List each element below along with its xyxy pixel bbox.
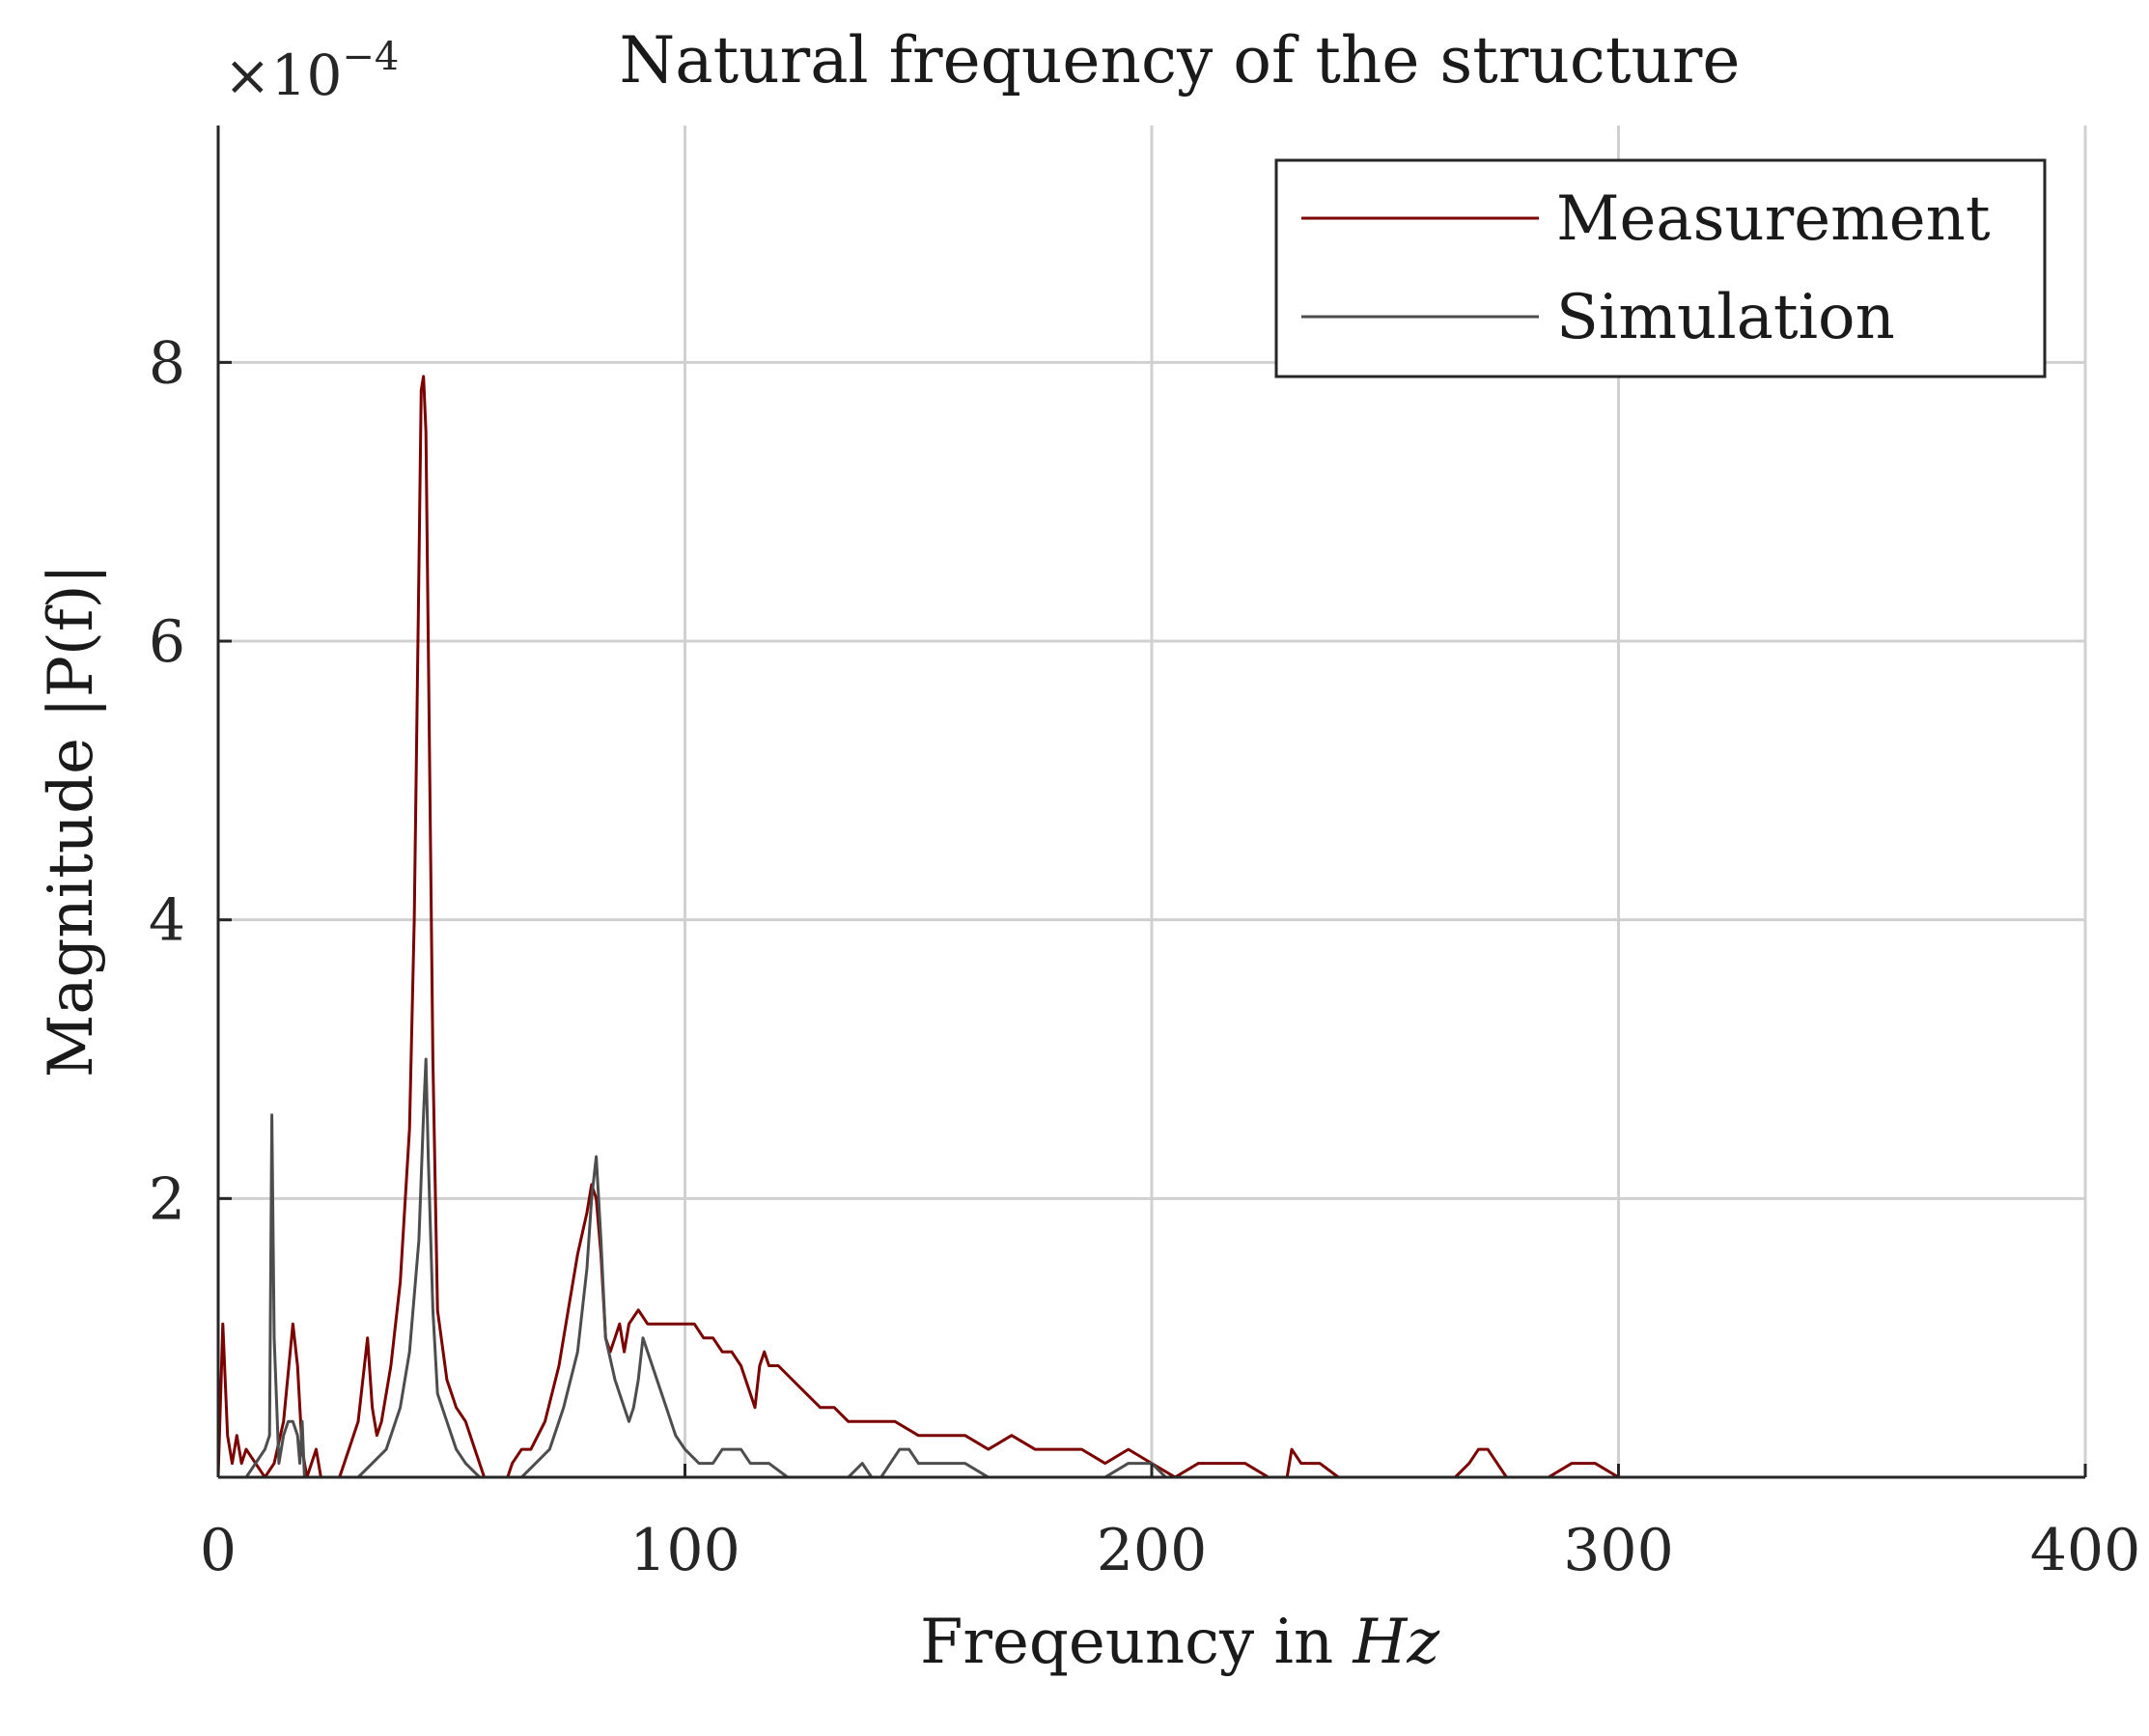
x-tick-label: 300 (1563, 1517, 1674, 1584)
x-ticks: 0 100 200 300 400 (200, 1464, 2140, 1584)
legend: Measurement Simulation (1274, 158, 2047, 378)
y-tick-label: 4 (149, 887, 185, 955)
x-tick-label: 0 (200, 1517, 237, 1584)
chart-title: Natural frequency of the structure (620, 23, 1741, 98)
series-line-measurement (216, 375, 1829, 1479)
legend-box (1274, 158, 2047, 378)
y-tick-label: 6 (149, 608, 185, 676)
series-layer (216, 375, 1829, 1479)
y-tick-label: 8 (149, 329, 185, 397)
y-axis-label: Magnitude |P(f)| (36, 564, 107, 1078)
legend-label-measurement: Measurement (1556, 183, 1991, 255)
y-tick-label: 2 (149, 1165, 185, 1233)
x-tick-label: 400 (2030, 1517, 2141, 1584)
legend-label-simulation: Simulation (1556, 282, 1895, 353)
y-ticks: 2 4 6 8 (149, 329, 232, 1233)
x-axis-label: Freqeuncy in Hz (920, 1607, 1440, 1678)
x-tick-label: 200 (1097, 1517, 1208, 1584)
y-axis-exponent: ×10−4 (224, 35, 399, 108)
x-tick-label: 100 (629, 1517, 740, 1584)
series-line-simulation (218, 1057, 1199, 1479)
